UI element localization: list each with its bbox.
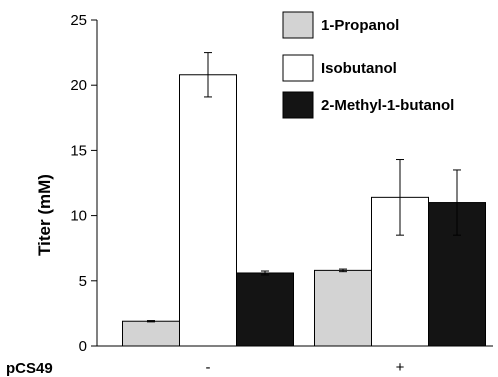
legend: 1-Propanol Isobutanol 2-Methyl-1-butanol: [282, 11, 454, 119]
legend-swatch: [282, 11, 314, 39]
bar-1-propanol-plus: [314, 269, 372, 347]
legend-label: Isobutanol: [321, 60, 397, 77]
x-category-label: +: [396, 359, 405, 376]
x-category-label: -: [206, 359, 211, 376]
legend-label: 2-Methyl-1-butanol: [321, 97, 454, 114]
y-tick-label: 15: [70, 142, 87, 159]
bar-1-propanol-minus: [122, 320, 180, 347]
y-tick-label: 20: [70, 77, 87, 94]
y-tick-label: 10: [70, 208, 87, 225]
bars: [122, 52, 486, 347]
y-tick-label: 5: [79, 273, 87, 290]
legend-swatch: [282, 91, 314, 119]
bar-2-methyl-1-butanol-minus: [236, 272, 294, 347]
y-tick-label: 25: [70, 12, 87, 29]
legend-swatch: [282, 54, 314, 82]
bar-isobutanol-minus: [179, 74, 237, 347]
y-axis-title: Titer (mM): [35, 174, 54, 256]
legend-label: 1-Propanol: [321, 17, 399, 34]
y-tick-label: 0: [79, 338, 87, 355]
row-label-pcs49: pCS49: [6, 360, 53, 377]
